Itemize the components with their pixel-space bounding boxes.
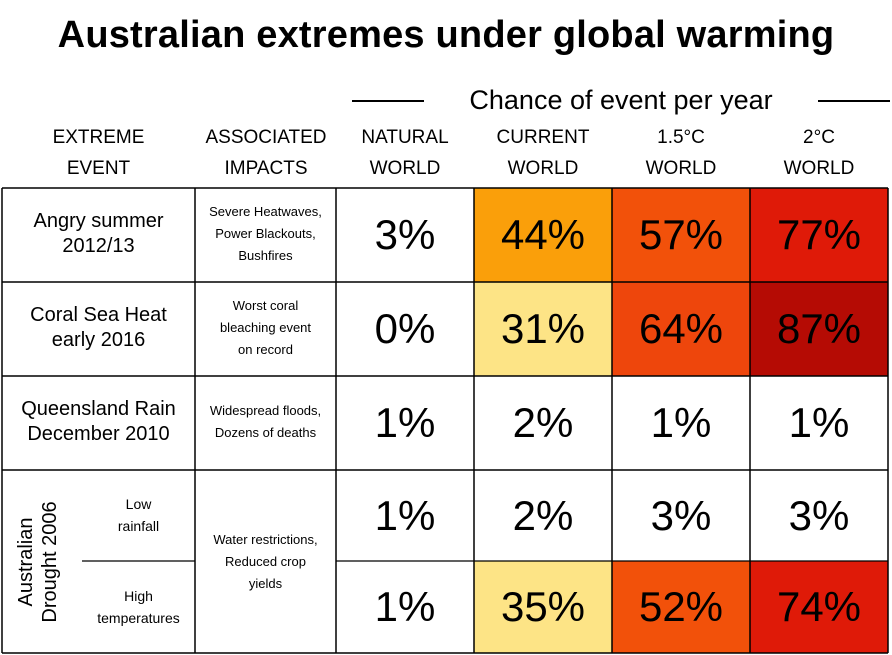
col-header-line2: WORLD bbox=[645, 158, 717, 179]
value-cell-label: 1% bbox=[650, 399, 712, 446]
col-header-associated-impacts: ASSOCIATED IMPACTS bbox=[193, 122, 339, 184]
chance-header-rule-right bbox=[818, 100, 890, 102]
chance-header: Chance of event per year bbox=[352, 84, 890, 116]
value-cell-label: 74% bbox=[776, 583, 862, 630]
impact-coral-sea-heat: Worst coral bleaching event on record bbox=[195, 282, 336, 374]
value-cell-bg bbox=[336, 188, 474, 282]
value-cell-bg bbox=[474, 188, 612, 282]
value-cell-bg bbox=[336, 376, 474, 470]
col-header-line1: ASSOCIATED bbox=[205, 127, 327, 148]
chart-title: Australian extremes under global warming bbox=[57, 14, 835, 56]
value-cell-label: 1% bbox=[374, 399, 436, 446]
value-cell-bg bbox=[612, 470, 750, 561]
value-cell-label: 57% bbox=[638, 211, 724, 258]
col-header-line2: WORLD bbox=[783, 158, 855, 179]
value-cell-label: 64% bbox=[638, 305, 724, 352]
value-cell-bg bbox=[612, 282, 750, 376]
impact-line: Severe Heatwaves, bbox=[209, 204, 322, 219]
col-header-1-5c-world: 1.5°C WORLD bbox=[612, 122, 750, 184]
col-header-line1: EXTREME bbox=[52, 127, 145, 148]
impact-line: Reduced crop bbox=[225, 553, 306, 569]
drought-sub-high-temperatures: High temperatures bbox=[82, 572, 195, 642]
value-cell-bg bbox=[750, 282, 888, 376]
value-cell-label: 1% bbox=[788, 399, 850, 446]
impact-australian-drought: Water restrictions, Reduced crop yields bbox=[195, 470, 336, 653]
value-cell-label: 3% bbox=[788, 491, 850, 539]
value-cell-label: 87% bbox=[776, 305, 862, 352]
value-cell-bg bbox=[612, 376, 750, 470]
col-header-2c-world: 2°C WORLD bbox=[750, 122, 888, 184]
drought-vertical-label: Australian Drought 2006 bbox=[14, 482, 62, 642]
impact-angry-summer: Severe Heatwaves, Power Blackouts, Bushfir… bbox=[195, 188, 336, 280]
impact-line: bleaching event bbox=[219, 320, 312, 335]
value-cell-label: 35% bbox=[500, 583, 586, 630]
impact-line: Dozens of deaths bbox=[214, 425, 317, 440]
col-header-line2: EVENT bbox=[66, 158, 131, 179]
event-angry-summer: Angry summer 2012/13 bbox=[2, 188, 195, 280]
impact-line: yields bbox=[248, 575, 283, 591]
value-cell-bg bbox=[474, 470, 612, 561]
value-cell-label: 1% bbox=[374, 583, 436, 630]
event-line2: early 2016 bbox=[51, 329, 146, 351]
sub-line: rainfall bbox=[117, 518, 160, 534]
col-header-line1: 1.5°C bbox=[657, 127, 705, 148]
impact-queensland-rain: Widespread floods, Dozens of deaths bbox=[195, 376, 336, 468]
value-cell-label: 3% bbox=[374, 211, 436, 258]
col-header-line1: CURRENT bbox=[496, 127, 590, 148]
value-cell-label: 77% bbox=[776, 211, 862, 258]
value-cell-label: 31% bbox=[500, 305, 586, 352]
sub-line: temperatures bbox=[97, 610, 180, 626]
impact-line: Power Blackouts, bbox=[215, 226, 316, 241]
value-cell-bg bbox=[474, 282, 612, 376]
event-line2: 2012/13 bbox=[62, 235, 135, 257]
value-cell-label: 1% bbox=[374, 491, 436, 539]
value-cell-label: 44% bbox=[500, 211, 586, 258]
value-cell-bg bbox=[474, 561, 612, 653]
impact-line: on record bbox=[238, 342, 293, 357]
value-cell-bg bbox=[750, 470, 888, 561]
impact-line: Bushfires bbox=[238, 248, 293, 263]
col-header-line2: WORLD bbox=[369, 158, 441, 179]
event-line2: December 2010 bbox=[27, 423, 170, 445]
drought-sub-low-rainfall: Low rainfall bbox=[82, 480, 195, 550]
sub-line: High bbox=[124, 588, 153, 604]
impact-line: Widespread floods, bbox=[209, 403, 322, 418]
value-cell-bg bbox=[474, 376, 612, 470]
drought-label-line2: Drought 2006 bbox=[39, 501, 61, 623]
value-cell-label: 2% bbox=[512, 491, 574, 539]
col-header-line1: 2°C bbox=[803, 127, 835, 148]
drought-label-line1: Australian bbox=[15, 517, 37, 607]
impact-line: Water restrictions, bbox=[213, 531, 318, 547]
value-cell-label: 3% bbox=[650, 491, 712, 539]
chance-header-label: Chance of event per year bbox=[469, 85, 773, 115]
value-cell-bg bbox=[750, 376, 888, 470]
event-line1: Queensland Rain bbox=[21, 398, 176, 420]
event-line1: Coral Sea Heat bbox=[30, 304, 167, 326]
col-header-current-world: CURRENT WORLD bbox=[474, 122, 612, 184]
impact-line: Worst coral bbox=[232, 298, 299, 313]
col-header-line2: IMPACTS bbox=[224, 158, 308, 179]
value-cell-label: 52% bbox=[638, 583, 724, 630]
col-header-line1: NATURAL bbox=[361, 127, 449, 148]
value-cell-bg bbox=[336, 561, 474, 653]
value-cell-bg bbox=[750, 561, 888, 653]
value-cell-label: 0% bbox=[374, 305, 436, 352]
col-header-natural-world: NATURAL WORLD bbox=[336, 122, 474, 184]
sub-line: Low bbox=[125, 496, 152, 512]
value-cell-bg bbox=[750, 188, 888, 282]
value-cell-bg bbox=[612, 561, 750, 653]
col-header-line2: WORLD bbox=[507, 158, 579, 179]
event-coral-sea-heat: Coral Sea Heat early 2016 bbox=[2, 282, 195, 374]
col-header-extreme-event: EXTREME EVENT bbox=[2, 122, 195, 184]
value-cell-label: 2% bbox=[512, 399, 574, 446]
event-queensland-rain: Queensland Rain December 2010 bbox=[2, 376, 195, 468]
event-line1: Angry summer bbox=[33, 210, 164, 232]
chance-header-rule-left bbox=[352, 100, 424, 102]
value-cell-bg bbox=[336, 470, 474, 561]
value-cell-bg bbox=[336, 282, 474, 376]
value-cell-bg bbox=[612, 188, 750, 282]
